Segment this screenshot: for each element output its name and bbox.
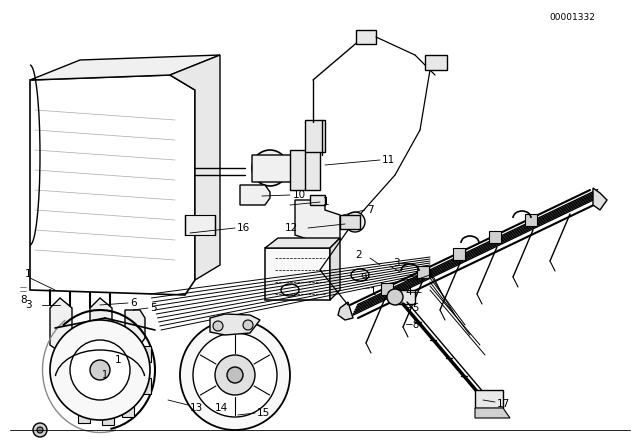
Bar xyxy=(265,248,330,300)
Circle shape xyxy=(215,355,255,395)
Circle shape xyxy=(70,340,130,400)
Text: 8: 8 xyxy=(20,295,27,305)
Circle shape xyxy=(345,212,365,232)
Circle shape xyxy=(227,367,243,383)
Polygon shape xyxy=(30,55,220,80)
Polygon shape xyxy=(265,238,340,248)
Text: 7: 7 xyxy=(367,205,374,215)
Text: 5: 5 xyxy=(150,303,157,313)
Text: 1: 1 xyxy=(370,287,376,297)
Circle shape xyxy=(90,360,110,380)
Text: 15: 15 xyxy=(257,408,270,418)
Bar xyxy=(305,120,325,152)
Text: 4—: 4— xyxy=(405,287,422,297)
Bar xyxy=(77,407,90,423)
Polygon shape xyxy=(30,75,195,295)
Bar xyxy=(57,352,75,377)
Text: 16: 16 xyxy=(237,223,250,233)
Bar xyxy=(340,215,360,229)
Bar xyxy=(489,231,501,243)
Text: 3—: 3— xyxy=(393,258,410,268)
Text: −5: −5 xyxy=(405,303,420,313)
Bar xyxy=(139,379,151,394)
Circle shape xyxy=(33,423,47,437)
Text: 14: 14 xyxy=(215,403,228,413)
Circle shape xyxy=(252,150,288,186)
Bar xyxy=(475,390,503,408)
Bar xyxy=(122,401,134,418)
Circle shape xyxy=(213,321,223,331)
Text: —: — xyxy=(20,284,27,290)
Text: 13: 13 xyxy=(190,403,204,413)
Bar xyxy=(395,290,415,304)
Polygon shape xyxy=(295,200,340,240)
Text: 1: 1 xyxy=(25,269,31,279)
Bar xyxy=(97,352,115,377)
Bar xyxy=(185,215,215,235)
Text: 1: 1 xyxy=(102,370,108,380)
Circle shape xyxy=(180,320,290,430)
Bar xyxy=(425,55,447,70)
Circle shape xyxy=(387,289,403,305)
Text: 3: 3 xyxy=(25,300,31,310)
Bar xyxy=(310,195,325,205)
Bar xyxy=(102,409,115,425)
Polygon shape xyxy=(593,188,607,210)
Polygon shape xyxy=(170,55,220,280)
Polygon shape xyxy=(330,238,340,300)
Text: 00001332: 00001332 xyxy=(550,13,596,22)
Bar xyxy=(290,150,320,190)
Text: 1: 1 xyxy=(115,355,122,365)
Text: 1: 1 xyxy=(323,197,330,207)
Bar xyxy=(525,214,537,226)
Text: 6: 6 xyxy=(130,298,136,308)
Circle shape xyxy=(50,320,150,420)
Text: 11: 11 xyxy=(382,155,396,165)
Polygon shape xyxy=(210,314,260,335)
Circle shape xyxy=(37,427,43,433)
Text: —: — xyxy=(363,285,370,291)
Text: 10: 10 xyxy=(293,190,306,200)
Polygon shape xyxy=(252,155,300,182)
Text: —: — xyxy=(20,288,27,294)
Circle shape xyxy=(193,333,277,417)
Polygon shape xyxy=(240,185,270,205)
Bar xyxy=(453,248,465,260)
Text: 17: 17 xyxy=(497,399,510,409)
Text: −8: −8 xyxy=(405,320,420,330)
Polygon shape xyxy=(90,298,112,352)
Polygon shape xyxy=(475,408,510,418)
Circle shape xyxy=(243,320,253,330)
Text: 9: 9 xyxy=(360,273,367,283)
Circle shape xyxy=(262,160,278,176)
Bar xyxy=(381,283,393,295)
Bar xyxy=(139,345,151,362)
Text: 12: 12 xyxy=(285,223,298,233)
Bar xyxy=(417,266,429,277)
Bar xyxy=(356,30,376,44)
Text: 2: 2 xyxy=(355,250,362,260)
Polygon shape xyxy=(338,302,353,320)
Polygon shape xyxy=(50,298,72,352)
Polygon shape xyxy=(125,310,145,345)
